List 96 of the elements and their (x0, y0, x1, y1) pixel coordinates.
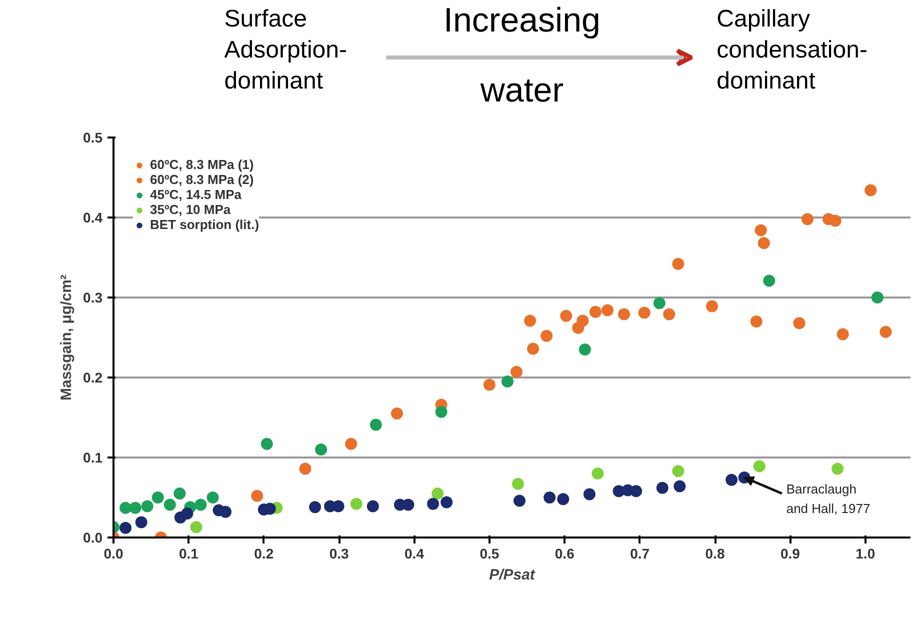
y-tick-label: 0.5 (83, 130, 103, 146)
y-tick-label: 0.3 (83, 290, 103, 306)
point (260, 438, 273, 450)
point (483, 378, 496, 391)
point (299, 462, 312, 475)
legend-label: 60ºC, 8.3 MPa (2) (150, 172, 254, 187)
point (871, 292, 884, 304)
point (135, 516, 148, 528)
x-tick-label: 0.6 (554, 546, 575, 562)
point (164, 498, 176, 511)
point (141, 500, 154, 512)
point (589, 306, 602, 318)
point (758, 237, 770, 250)
point (793, 317, 806, 330)
point (864, 184, 877, 196)
y-tick-label: 0.0 (83, 530, 103, 546)
y-tick-label: 0.1 (83, 450, 103, 466)
legend-label: BET sorption (lit.) (150, 217, 260, 232)
x-tick-label: 0.3 (329, 546, 350, 562)
y-tick-label: 0.4 (83, 210, 103, 226)
point (206, 492, 219, 504)
point (832, 462, 844, 475)
point (512, 478, 524, 490)
point (653, 297, 666, 310)
point (753, 460, 766, 472)
point (120, 522, 132, 534)
x-tick-label: 0.4 (404, 546, 424, 562)
point (501, 376, 514, 388)
point (440, 496, 453, 508)
point (194, 498, 207, 511)
x-tick-label: 0.9 (780, 546, 800, 562)
point (514, 494, 526, 507)
annotation: Barraclaugh and Hall, 1977 (786, 482, 870, 516)
point (601, 304, 614, 316)
point (726, 474, 738, 486)
point (672, 465, 684, 478)
point (540, 330, 553, 342)
point (350, 498, 362, 510)
point (592, 468, 604, 480)
x-tick-label: 0.0 (104, 546, 124, 562)
point (672, 258, 684, 270)
legend-label: 45ºC, 14.5 MPa (150, 187, 242, 202)
text: Surface Adsorption- dominant (224, 6, 347, 95)
x-axis-title: P/Psat (489, 566, 536, 584)
point (801, 213, 814, 226)
point (527, 342, 540, 355)
point (750, 316, 762, 328)
point (706, 300, 718, 312)
y-tick-label: 0.2 (83, 370, 103, 386)
legend-label: 60ºC, 8.3 MPa (1) (150, 157, 254, 172)
point (220, 506, 232, 518)
point (366, 500, 379, 512)
point (576, 314, 589, 327)
point (315, 444, 328, 456)
y-axis-title: Massgain, μg/cm² (58, 274, 76, 400)
point (432, 488, 444, 500)
point (370, 418, 382, 431)
point (674, 480, 686, 492)
x-tick-label: 0.8 (705, 546, 725, 562)
point (129, 502, 142, 514)
point (618, 308, 630, 320)
point (557, 493, 570, 506)
x-tick-label: 0.2 (254, 546, 274, 562)
text: Capillary condensation- dominant (716, 6, 868, 95)
point (427, 498, 440, 510)
point (829, 214, 842, 227)
point (524, 314, 536, 327)
point (583, 488, 596, 500)
point (836, 328, 849, 340)
legend-label: 35ºC, 10 MPa (150, 202, 231, 217)
point (435, 406, 448, 418)
point (510, 366, 523, 378)
point (190, 521, 202, 534)
point (174, 488, 186, 500)
text: Increasing water (444, 2, 600, 110)
x-tick-label: 0.5 (480, 546, 500, 562)
x-tick-label: 1.0 (856, 546, 876, 562)
point (181, 508, 194, 520)
point (880, 326, 892, 338)
point (763, 274, 776, 287)
point (251, 490, 264, 502)
point (544, 492, 556, 504)
point (152, 492, 164, 504)
point (754, 224, 767, 236)
point (120, 502, 132, 514)
point (656, 482, 668, 494)
point (578, 344, 591, 356)
point (663, 308, 676, 320)
point (390, 408, 403, 420)
x-tick-label: 0.7 (630, 546, 650, 562)
point (638, 306, 650, 319)
x-tick-label: 0.1 (178, 546, 199, 562)
point (309, 501, 322, 514)
point (560, 310, 572, 322)
point (630, 485, 642, 498)
point (345, 438, 358, 450)
